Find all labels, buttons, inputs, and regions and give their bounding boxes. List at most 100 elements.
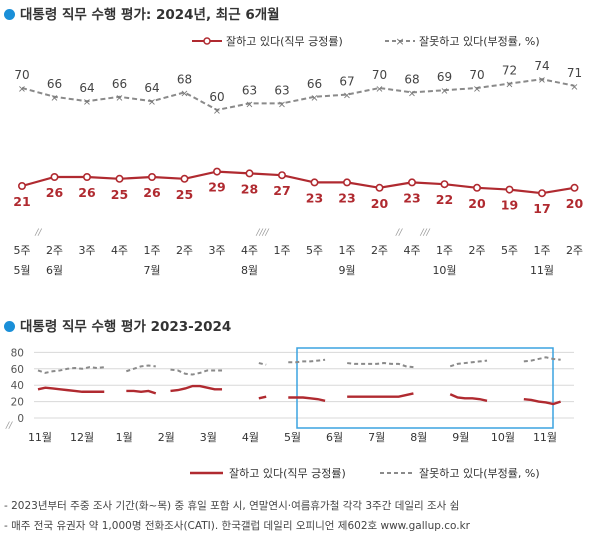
chart1-recent-6-months: 잘하고 있다(직무 긍정률) × 잘못하고 있다(부정률, %) × 70 × 66 × 64 ×… bbox=[13, 34, 583, 277]
approve-value-label: 20 bbox=[468, 196, 486, 211]
approve-2023-segment bbox=[347, 392, 414, 398]
month-label: 8월 bbox=[241, 264, 258, 277]
month-label: 10월 bbox=[432, 264, 456, 277]
footnote-2: - 매주 전국 유권자 약 1,000명 전화조사(CATI). 한국갤럽 데일… bbox=[4, 520, 470, 532]
legend-disapprove-marker: × bbox=[395, 35, 404, 48]
disapprove-marker: × bbox=[213, 106, 221, 117]
week-label: 2주 bbox=[176, 244, 193, 257]
week-label: 4주 bbox=[403, 244, 420, 257]
y-tick-label: 60 bbox=[11, 364, 24, 376]
month-label: 5월 bbox=[13, 264, 30, 277]
disapprove-value-label: 66 bbox=[307, 77, 322, 91]
approve-value-label: 23 bbox=[403, 190, 420, 205]
week-label: 4주 bbox=[111, 244, 128, 257]
approve-value-label: 17 bbox=[533, 201, 550, 216]
week-label: 5주 bbox=[306, 244, 323, 257]
disapprove-marker: × bbox=[343, 91, 351, 102]
disapprove-value-label: 71 bbox=[567, 66, 582, 80]
legend-approve-marker bbox=[203, 37, 211, 45]
approve-value-label: 27 bbox=[273, 183, 290, 198]
y-tick-label: 0 bbox=[17, 413, 24, 425]
disapprove-value-label: 70 bbox=[14, 68, 29, 82]
week-label: 4주 bbox=[241, 244, 258, 257]
disapprove-line bbox=[21, 78, 575, 112]
approve-value-label: 23 bbox=[306, 190, 323, 205]
approve-point bbox=[50, 173, 59, 182]
disapprove-value-label: 67 bbox=[339, 75, 354, 89]
week-label: 2주 bbox=[46, 244, 63, 257]
x-month-label: 10월 bbox=[491, 431, 515, 444]
y-tick-label: 40 bbox=[11, 380, 24, 392]
disapprove-marker: × bbox=[538, 75, 546, 86]
approve-value-label: 19 bbox=[501, 198, 518, 213]
footnotes: - 2023년부터 주중 조사 기간(화~목) 중 휴일 포함 시, 연말연시·… bbox=[4, 496, 470, 536]
x-month-label: 12월 bbox=[70, 431, 94, 444]
approve-value-label: 28 bbox=[241, 181, 258, 196]
disapprove-marker: × bbox=[245, 99, 253, 110]
week-label: 5주 bbox=[501, 244, 518, 257]
week-label: 3주 bbox=[208, 244, 225, 257]
x-month-label: 11월 bbox=[533, 431, 557, 444]
disapprove-value-label: 72 bbox=[502, 64, 517, 78]
disapprove-marker: × bbox=[18, 84, 26, 95]
week-label: 1주 bbox=[436, 244, 453, 257]
approve-value-label: 26 bbox=[46, 185, 64, 200]
disapprove-marker: × bbox=[473, 84, 481, 95]
legend-approve-label: 잘하고 있다(직무 긍정률) bbox=[226, 34, 343, 48]
disapprove-2023-segment bbox=[288, 358, 326, 364]
month-label: 11월 bbox=[530, 264, 554, 277]
disapprove-marker: × bbox=[83, 97, 91, 108]
approve-value-label: 25 bbox=[176, 187, 193, 202]
legend-disapprove-label: 잘못하고 있다(부정률, %) bbox=[419, 466, 540, 480]
approve-2023-segment bbox=[288, 396, 326, 402]
x-month-label: 2월 bbox=[158, 431, 175, 444]
chart1-title-text: 대통령 직무 수행 평가: 2024년, 최근 6개월 bbox=[20, 7, 280, 23]
approve-point bbox=[472, 183, 481, 192]
disapprove-value-label: 64 bbox=[144, 81, 159, 95]
approve-point bbox=[83, 173, 92, 182]
axis-break-mark: // bbox=[5, 421, 13, 431]
disapprove-marker: × bbox=[115, 93, 123, 104]
disapprove-marker: × bbox=[310, 93, 318, 104]
approve-line bbox=[21, 170, 575, 195]
disapprove-value-label: 68 bbox=[404, 72, 419, 86]
disapprove-2023-segment bbox=[37, 366, 105, 374]
approve-value-label: 22 bbox=[436, 192, 453, 207]
disapprove-value-label: 66 bbox=[47, 77, 62, 91]
week-label: 1주 bbox=[533, 244, 550, 257]
disapprove-2023-segment bbox=[258, 362, 267, 366]
approve-point bbox=[17, 182, 26, 191]
disapprove-marker: × bbox=[408, 88, 416, 99]
approve-value-label: 29 bbox=[208, 180, 225, 195]
disapprove-value-label: 63 bbox=[242, 83, 257, 97]
axis-break-mark: /// bbox=[419, 228, 430, 238]
y-tick-label: 80 bbox=[11, 347, 24, 359]
axis-break-mark: // bbox=[395, 228, 403, 238]
approve-2023-segment bbox=[449, 393, 488, 402]
approve-point bbox=[407, 178, 416, 187]
week-label: 1주 bbox=[143, 244, 160, 257]
bullet-dot-icon bbox=[4, 9, 15, 20]
month-label: 9월 bbox=[338, 264, 355, 277]
chart1-legend: 잘하고 있다(직무 긍정률) × 잘못하고 있다(부정률, %) bbox=[192, 34, 540, 48]
x-month-label: 8월 bbox=[410, 431, 427, 444]
approve-2023-segment bbox=[258, 395, 267, 400]
footnote-1: - 2023년부터 주중 조사 기간(화~목) 중 휴일 포함 시, 연말연시·… bbox=[4, 500, 460, 512]
month-label: 6월 bbox=[46, 264, 63, 277]
disapprove-2023-segment bbox=[523, 356, 561, 363]
week-label: 3주 bbox=[78, 244, 95, 257]
disapprove-marker: × bbox=[278, 99, 286, 110]
week-label: 1주 bbox=[338, 244, 355, 257]
disapprove-value-label: 74 bbox=[534, 59, 549, 73]
disapprove-marker: × bbox=[148, 97, 156, 108]
disapprove-value-label: 69 bbox=[437, 70, 452, 84]
approve-point bbox=[440, 180, 449, 189]
approve-value-label: 26 bbox=[78, 185, 96, 200]
approve-point bbox=[277, 171, 286, 180]
approve-2023-segment bbox=[523, 397, 562, 406]
approve-2023-segment bbox=[37, 386, 105, 393]
disapprove-value-label: 60 bbox=[209, 90, 224, 104]
approve-value-label: 21 bbox=[13, 194, 30, 209]
disapprove-marker: × bbox=[375, 84, 383, 95]
